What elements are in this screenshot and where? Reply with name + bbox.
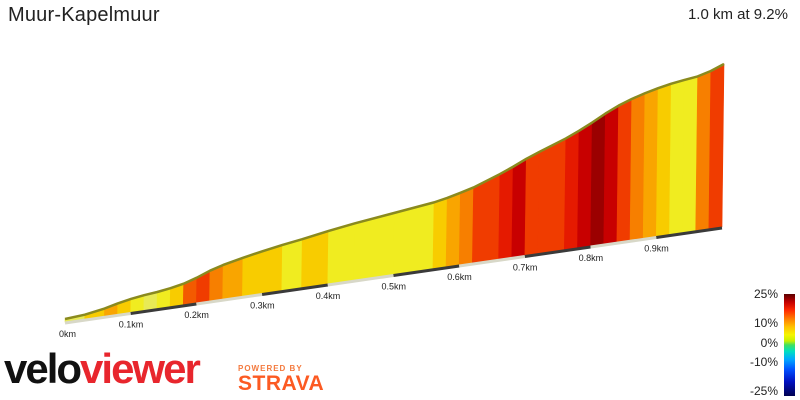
gradient-segment — [708, 63, 725, 230]
gradient-segment — [472, 173, 501, 264]
distance-axis-segment — [458, 255, 526, 268]
gradient-segments — [64, 63, 725, 323]
gradient-segment — [577, 121, 593, 249]
legend-label-10: 10% — [753, 316, 778, 330]
strava-logo: STRAVA — [238, 372, 325, 395]
gradient-segment — [393, 201, 435, 275]
gradient-segment — [629, 92, 646, 241]
powered-by-text: POWERED BY — [238, 364, 303, 373]
distance-axis-segment — [196, 293, 263, 306]
distance-tick-label: 0.8km — [579, 253, 604, 263]
gradient-segment — [655, 83, 672, 237]
distance-tick-labels: 0km 0.1km 0.2km 0.3km 0.4km 0.5km 0.6km 0.7km 0.… — [59, 244, 669, 340]
gradient-segment — [616, 98, 633, 243]
distance-tick-label: 0.9km — [644, 244, 669, 254]
distance-axis-segment — [524, 245, 591, 258]
gradient-segment — [445, 192, 461, 268]
gradient-segment — [695, 70, 712, 232]
gradient-segment — [682, 76, 698, 234]
veloviewer-logo: veloviewer — [4, 345, 201, 392]
gradient-segment — [498, 166, 514, 260]
logo-velo-text: velo — [4, 345, 82, 392]
distance-tick-label: 0.4km — [316, 291, 341, 301]
logo-viewer-text: viewer — [80, 345, 201, 392]
distance-tick-label: 0.1km — [119, 320, 144, 330]
distance-axis-segment — [656, 226, 723, 239]
legend-label-25: 25% — [753, 287, 778, 301]
gradient-segment — [301, 230, 329, 289]
legend-label-minus-10: -10% — [749, 355, 778, 369]
gradient-segment — [564, 130, 580, 251]
distance-tick-label: 0.2km — [184, 310, 209, 320]
gradient-segment — [327, 222, 356, 285]
distance-axis — [64, 226, 723, 325]
distance-axis-segment — [590, 236, 657, 249]
page-title: Muur-Kapelmuur — [8, 4, 160, 26]
profile-ridge-line — [64, 62, 725, 321]
legend-label-minus-25: -25% — [749, 384, 778, 398]
distance-axis-segment — [261, 283, 329, 296]
gradient-segment — [669, 79, 685, 235]
gradient-segment — [281, 238, 303, 291]
distance-axis-segment — [64, 312, 131, 325]
gradient-segment — [603, 105, 619, 245]
distance-tick-label: 0.5km — [382, 282, 407, 292]
distance-tick-label: 0.6km — [447, 272, 472, 282]
gradient-segment — [432, 197, 448, 270]
gradient-segment — [524, 151, 540, 256]
distance-tick-label: 0km — [59, 329, 76, 339]
distance-axis-segment — [130, 302, 197, 315]
gradient-segment — [458, 186, 474, 266]
gradient-segment — [537, 137, 567, 254]
distance-axis-segment — [327, 274, 394, 287]
gradient-segment — [261, 244, 283, 294]
distance-tick-label: 0.7km — [513, 263, 538, 273]
gradient-segment — [642, 87, 659, 239]
distance-tick-label: 0.3km — [250, 301, 275, 311]
distance-axis-segment — [393, 264, 460, 277]
gradient-legend-bar — [784, 294, 795, 396]
climb-summary: 1.0 km at 9.2% — [687, 6, 788, 23]
gradient-segment — [590, 113, 606, 247]
gradient-segment — [511, 158, 527, 258]
legend-label-0: 0% — [760, 336, 778, 350]
